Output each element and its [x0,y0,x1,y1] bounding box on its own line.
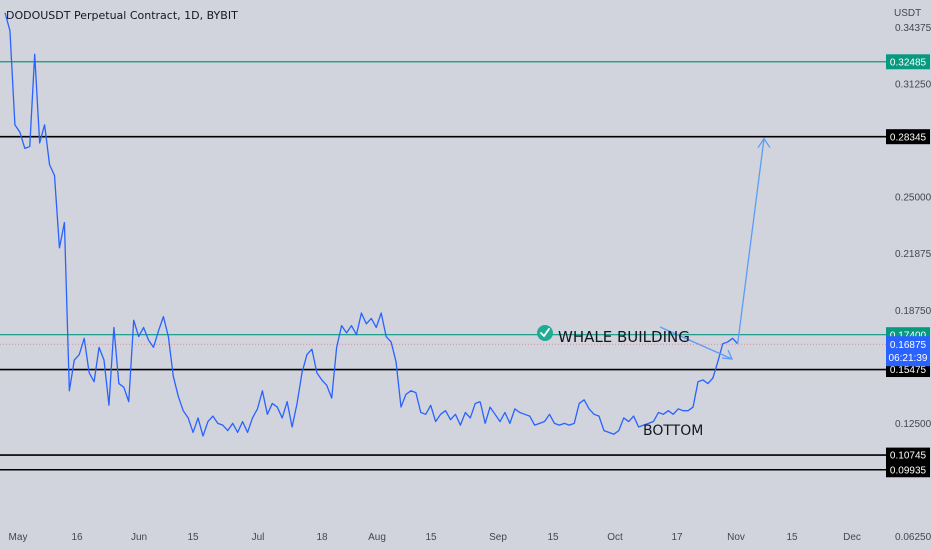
check-icon-bg [537,325,553,341]
series-line [4,12,481,437]
price-badges: 0.32485 0.28345 0.17400 0.15475 0.10745 0.099… [886,54,930,478]
current-price-label: 0.16875 [890,340,927,351]
date-tick-label: Oct [607,532,623,543]
check-icon-mark [540,328,550,338]
text-annotations: WHALE BUILDING BOTTOM [537,325,703,439]
bottom-label: BOTTOM [643,423,703,439]
horizontal-levels [0,61,886,471]
level-badge-label: 0.17400 [890,330,927,341]
date-tick-label: 15 [425,532,437,543]
date-tick-label: Nov [727,532,745,543]
price-tick-label: 0.21875 [895,249,932,260]
whale-arrow-line [659,326,733,360]
projection-arrow-head [757,137,771,149]
check-icon [537,325,553,341]
level-badge-bg [886,447,930,463]
price-tick-label: 0.34375 [895,23,932,34]
level-badge-label: 0.28345 [890,132,927,143]
level-badge: 0.28345 [886,129,930,145]
price-unit: USDT [894,8,922,19]
level-badge-label: 0.15475 [890,365,927,376]
date-tick-label: 15 [786,532,798,543]
date-tick-label: May [9,532,28,543]
price-tick-label: 0.06250 [895,532,932,543]
level-badge: 0.32485 [886,54,930,70]
current-price-badge: 0.16875 06:21:39 [886,336,930,367]
level-badge-label: 0.32485 [890,57,927,68]
annotation-arrows [659,137,771,360]
whale-building-label: WHALE BUILDING [558,328,690,346]
date-tick-label: Dec [843,532,861,543]
price-tick-label: 0.31250 [895,80,932,91]
date-tick-label: 18 [316,532,328,543]
date-tick-label: 16 [71,532,83,543]
date-tick-label: Jun [131,532,147,543]
date-tick-label: 15 [547,532,559,543]
chart-title: DODOUSDT Perpetual Contract, 1D, BYBIT [6,9,238,22]
price-tick-label: 0.25000 [895,193,932,204]
price-tick-label: 0.12500 [895,419,932,430]
date-tick-label: Jul [252,532,265,543]
date-tick-label: Aug [368,532,386,543]
price-series [4,12,739,437]
price-axis: 0.34375 0.31250 0.25000 0.21875 0.18750 0.125… [895,23,932,543]
level-badge-label: 0.10745 [890,451,927,462]
date-tick-label: 17 [671,532,683,543]
price-tick-label: 0.18750 [895,306,932,317]
level-badge-bg [886,462,930,478]
level-badge-bg [886,129,930,145]
level-badge-bg [886,54,930,70]
countdown-label: 06:21:39 [889,353,928,364]
date-tick-label: Sep [489,532,507,543]
date-tick-label: 15 [187,532,199,543]
whale-arrow-head [721,349,734,360]
level-badge: 0.09935 [886,462,930,478]
current-price-badge-bg [886,336,930,367]
projection-arrow-line [736,138,765,345]
level-badge: 0.10745 [886,447,930,463]
series-line [479,337,739,435]
time-axis: May 16 Jun 15 Jul 18 Aug 15 Sep 15 Oct 17 Nov 15 Dec [9,532,861,543]
level-badge-label: 0.09935 [890,465,927,476]
